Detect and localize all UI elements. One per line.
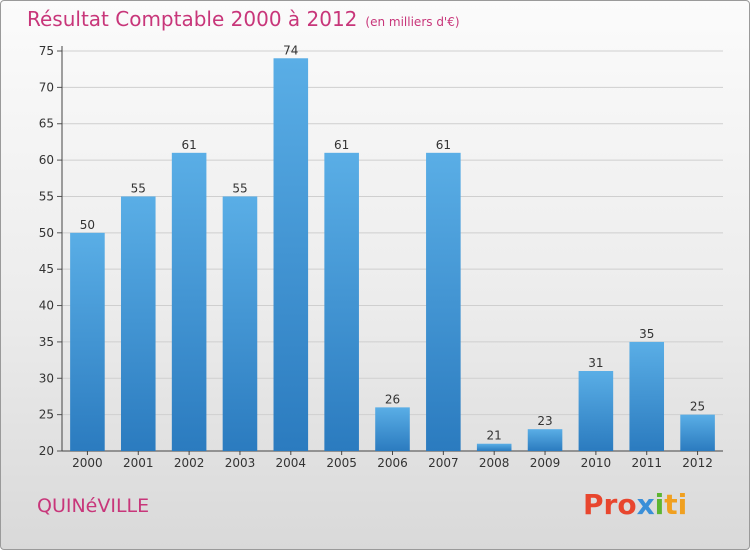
bar-value-label: 61 xyxy=(436,138,451,152)
x-tick-label: 2002 xyxy=(174,456,205,470)
y-tick-label: 40 xyxy=(39,299,54,313)
bar-2005 xyxy=(324,152,359,451)
y-tick-label: 60 xyxy=(39,153,54,167)
x-tick-label: 2009 xyxy=(530,456,561,470)
bar-2000 xyxy=(70,232,105,451)
proxiti-logo[interactable]: Proxiti xyxy=(583,488,687,521)
logo-part-4: ti xyxy=(664,488,688,521)
bar-2008 xyxy=(476,443,512,451)
commune-name: QUINéVILLE xyxy=(37,495,150,517)
bar-value-label: 55 xyxy=(232,181,247,195)
x-tick-label: 2007 xyxy=(428,456,459,470)
bar-value-label: 55 xyxy=(131,181,146,195)
x-tick-label: 2003 xyxy=(225,456,256,470)
bar-2004 xyxy=(273,58,309,451)
chart-title-unit: (en milliers d'€) xyxy=(365,15,460,29)
bar-2006 xyxy=(375,407,410,451)
y-tick-label: 30 xyxy=(39,371,54,385)
x-tick-label: 2010 xyxy=(581,456,612,470)
bar-value-label: 26 xyxy=(385,392,400,406)
y-tick-label: 25 xyxy=(39,408,54,422)
y-tick-label: 35 xyxy=(39,335,54,349)
logo-part-2: x xyxy=(636,488,655,521)
bar-2001 xyxy=(120,196,156,451)
y-tick-label: 70 xyxy=(39,80,54,94)
bar-2012 xyxy=(680,414,715,451)
logo-part-1: Pro xyxy=(583,488,637,521)
bar-value-label: 61 xyxy=(334,138,349,152)
bar-value-label: 35 xyxy=(639,327,654,341)
bar-2011 xyxy=(629,341,665,451)
x-tick-label: 2011 xyxy=(631,456,662,470)
logo-part-3: i xyxy=(654,488,665,521)
x-tick-label: 2004 xyxy=(276,456,307,470)
bar-2007 xyxy=(426,152,461,451)
x-tick-label: 2000 xyxy=(72,456,103,470)
y-tick-label: 50 xyxy=(39,226,54,240)
y-tick-label: 45 xyxy=(39,262,54,276)
bar-value-label: 23 xyxy=(537,414,552,428)
x-tick-label: 2006 xyxy=(377,456,408,470)
bar-2003 xyxy=(222,196,258,451)
bar-2009 xyxy=(527,429,563,451)
chart-title: Résultat Comptable 2000 à 2012 (en millie… xyxy=(27,7,460,31)
bar-value-label: 61 xyxy=(181,138,196,152)
bar-2010 xyxy=(578,371,614,451)
x-tick-label: 2012 xyxy=(682,456,713,470)
y-tick-label: 20 xyxy=(39,444,54,458)
x-tick-label: 2001 xyxy=(123,456,154,470)
y-tick-label: 75 xyxy=(39,44,54,58)
bar-value-label: 21 xyxy=(487,429,502,443)
y-tick-label: 65 xyxy=(39,117,54,131)
bar-value-label: 74 xyxy=(283,43,298,57)
bar-value-label: 31 xyxy=(588,356,603,370)
y-tick-label: 55 xyxy=(39,189,54,203)
x-tick-label: 2005 xyxy=(326,456,357,470)
plot-area xyxy=(62,51,723,451)
x-tick-label: 2008 xyxy=(479,456,510,470)
chart-title-main: Résultat Comptable 2000 à 2012 xyxy=(27,7,358,31)
bar-value-label: 25 xyxy=(690,400,705,414)
bar-2002 xyxy=(171,152,207,451)
bar-value-label: 50 xyxy=(80,218,95,232)
